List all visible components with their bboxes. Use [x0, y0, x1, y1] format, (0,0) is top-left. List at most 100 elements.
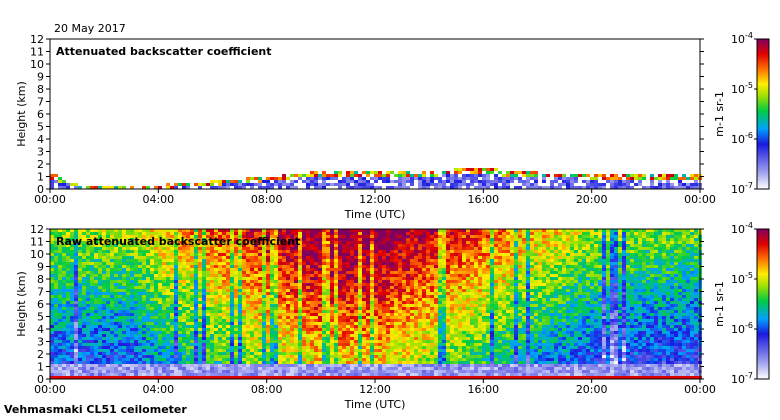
heatmap-cell [486, 171, 490, 174]
heatmap-cell [398, 180, 402, 183]
heatmap-cell [262, 307, 266, 310]
heatmap-cell [142, 328, 146, 331]
heatmap-cell [250, 373, 254, 376]
heatmap-cell [102, 247, 106, 250]
heatmap-cell [286, 322, 290, 325]
heatmap-cell [98, 268, 102, 271]
heatmap-cell [126, 277, 130, 280]
heatmap-cell [162, 280, 166, 283]
heatmap-cell [346, 238, 350, 241]
heatmap-cell [338, 280, 342, 283]
heatmap-cell [394, 331, 398, 334]
heatmap-cell [378, 229, 382, 232]
heatmap-cell [330, 364, 334, 367]
heatmap-cell [150, 292, 154, 295]
heatmap-cell [458, 183, 462, 186]
heatmap-cell [182, 367, 186, 370]
heatmap-cell [386, 171, 390, 174]
heatmap-cell [174, 355, 178, 358]
heatmap-cell [302, 376, 306, 379]
heatmap-cell [318, 364, 322, 367]
heatmap-cell [330, 238, 334, 241]
heatmap-cell [382, 334, 386, 337]
heatmap-cell [190, 370, 194, 373]
heatmap-cell [258, 313, 262, 316]
heatmap-cell [234, 186, 238, 189]
heatmap-cell [318, 295, 322, 298]
heatmap-cell [294, 292, 298, 295]
heatmap-cell [362, 253, 366, 256]
heatmap-cell [326, 238, 330, 241]
heatmap-cell [306, 328, 310, 331]
heatmap-cell [254, 322, 258, 325]
heatmap-cell [134, 280, 138, 283]
heatmap-cell [62, 253, 66, 256]
heatmap-cell [346, 268, 350, 271]
heatmap-cell [390, 274, 394, 277]
heatmap-cell [678, 180, 682, 183]
heatmap-cell [94, 373, 98, 376]
heatmap-cell [190, 337, 194, 340]
heatmap-cell [658, 180, 662, 183]
heatmap-cell [130, 238, 134, 241]
heatmap-cell [210, 186, 214, 189]
heatmap-cell [226, 298, 230, 301]
heatmap-cell [138, 286, 142, 289]
heatmap-cell [262, 346, 266, 349]
heatmap-cell [218, 289, 222, 292]
heatmap-cell [230, 361, 234, 364]
heatmap-cell [246, 340, 250, 343]
heatmap-cell [206, 229, 210, 232]
heatmap-cell [358, 283, 362, 286]
heatmap-cell [250, 310, 254, 313]
heatmap-cell [222, 289, 226, 292]
heatmap-cell [214, 250, 218, 253]
heatmap-cell [62, 376, 66, 379]
heatmap-cell [490, 183, 494, 186]
heatmap-cell [170, 355, 174, 358]
heatmap-cell [346, 229, 350, 232]
heatmap-cell [62, 304, 66, 307]
heatmap-cell [50, 349, 54, 352]
heatmap-cell [434, 183, 438, 186]
heatmap-cell [106, 238, 110, 241]
heatmap-cell [162, 352, 166, 355]
heatmap-cell [202, 304, 206, 307]
heatmap-cell [82, 247, 86, 250]
heatmap-cell [86, 186, 90, 189]
heatmap-cell [390, 310, 394, 313]
heatmap-cell [294, 376, 298, 379]
heatmap-cell [618, 186, 622, 189]
heatmap-cell [78, 265, 82, 268]
heatmap-cell [66, 340, 70, 343]
heatmap-cell [170, 373, 174, 376]
heatmap-cell [346, 325, 350, 328]
heatmap-cell [378, 247, 382, 250]
heatmap-cell [206, 247, 210, 250]
heatmap-cell [230, 352, 234, 355]
heatmap-cell [350, 186, 354, 189]
heatmap-cell [154, 301, 158, 304]
heatmap-cell [90, 313, 94, 316]
heatmap-cell [278, 235, 282, 238]
heatmap-cell [238, 286, 242, 289]
heatmap-cell [270, 289, 274, 292]
heatmap-cell [242, 316, 246, 319]
heatmap-cell [366, 171, 370, 174]
heatmap-cell [190, 331, 194, 334]
heatmap-cell [390, 328, 394, 331]
heatmap-cell [390, 298, 394, 301]
heatmap-cell [382, 373, 386, 376]
heatmap-cell [50, 271, 54, 274]
heatmap-cell [130, 343, 134, 346]
heatmap-cell [290, 313, 294, 316]
heatmap-cell [202, 370, 206, 373]
heatmap-cell [270, 271, 274, 274]
heatmap-cell [134, 352, 138, 355]
heatmap-cell [386, 250, 390, 253]
heatmap-cell [330, 367, 334, 370]
heatmap-cell [462, 180, 466, 183]
heatmap-cell [334, 277, 338, 280]
heatmap-cell [210, 370, 214, 373]
heatmap-cell [310, 349, 314, 352]
